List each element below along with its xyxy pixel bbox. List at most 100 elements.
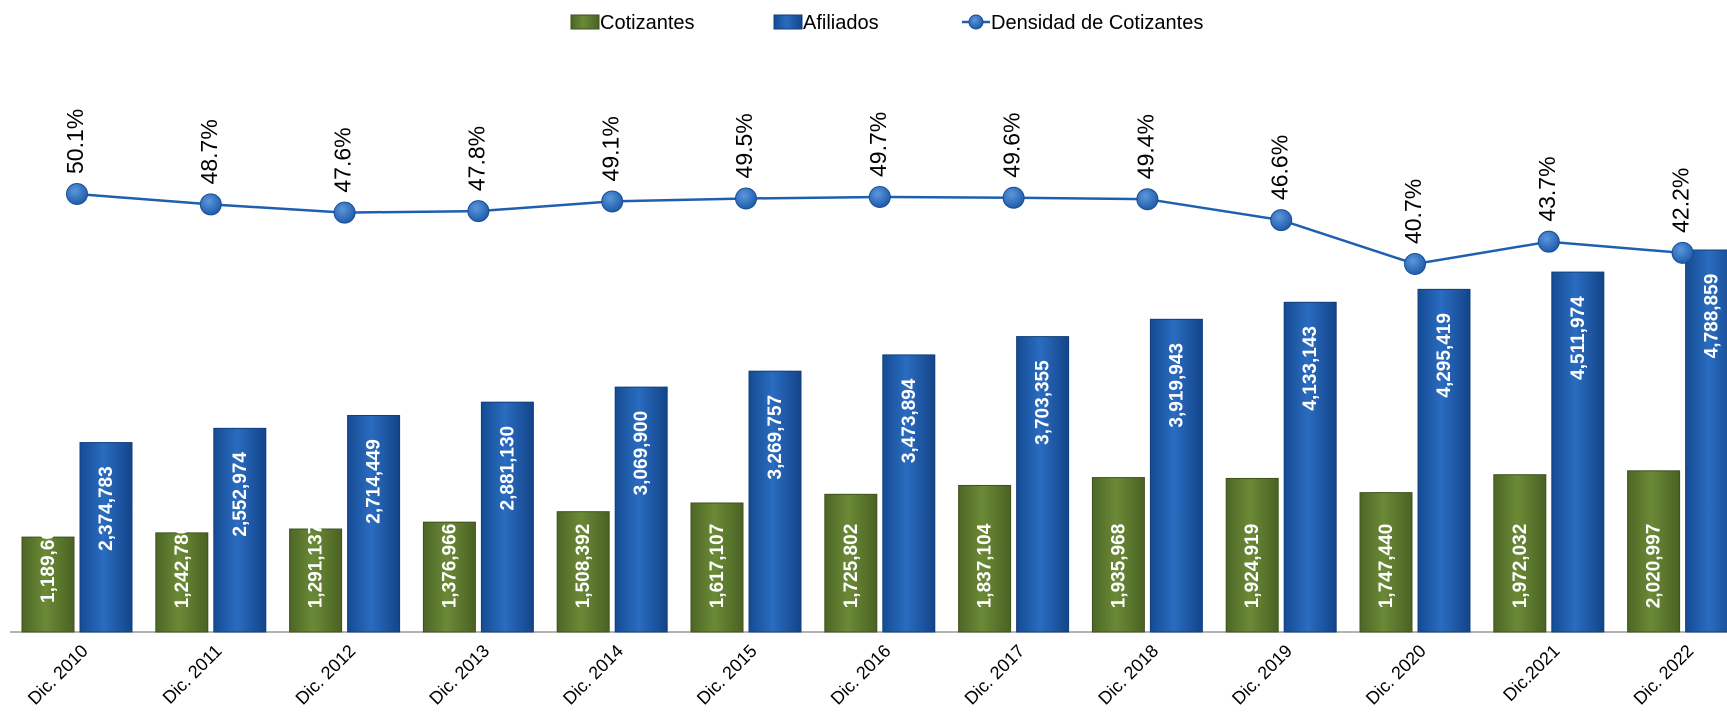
bar-label-afiliados: 4,133,143 — [1300, 326, 1321, 411]
bar-label-afiliados: 3,473,894 — [899, 378, 920, 463]
bar-label-afiliados: 3,919,943 — [1166, 343, 1187, 428]
bar-cotizantes — [1493, 474, 1547, 633]
bar-afiliados — [882, 354, 936, 633]
line-label-densidad: 46.6% — [1266, 135, 1292, 200]
bar-cotizantes — [824, 493, 878, 633]
bar-label-afiliados: 2,881,130 — [497, 426, 518, 511]
legend-label-cotizantes: Cotizantes — [600, 12, 695, 34]
bar-label-afiliados: 4,788,859 — [1702, 274, 1723, 359]
legend-swatch-cotizantes — [570, 14, 600, 30]
x-tick-label: Dic. 2016 — [827, 641, 895, 709]
bar-label-afiliados: 3,069,900 — [631, 411, 652, 496]
bar-afiliados — [1149, 318, 1203, 633]
bar-cotizantes — [21, 536, 75, 633]
x-tick-label: Dic. 2013 — [425, 641, 493, 709]
x-tick-label: Dic. 2017 — [961, 641, 1029, 709]
legend-item-cotizantes: Cotizantes — [570, 12, 695, 34]
marker-densidad — [1270, 209, 1293, 232]
bar-afiliados — [79, 442, 133, 633]
bar-label-cotizantes: 1,935,968 — [1108, 524, 1129, 609]
marker-densidad — [1671, 241, 1694, 264]
marker-densidad — [333, 201, 356, 224]
bar-cotizantes — [958, 484, 1012, 633]
x-tick-label: Dic. 2019 — [1228, 641, 1296, 709]
marker-densidad — [467, 200, 490, 223]
bar-label-afiliados: 2,714,449 — [364, 439, 385, 524]
bar-cotizantes — [289, 528, 343, 633]
bar-label-cotizantes: 1,617,107 — [707, 524, 728, 609]
bar-cotizantes — [690, 502, 744, 633]
x-tick-label: Dic. 2022 — [1630, 641, 1698, 709]
bar-afiliados — [614, 386, 668, 633]
bar-cotizantes — [1091, 477, 1145, 633]
line-label-densidad: 49.6% — [999, 113, 1025, 178]
marker-densidad — [1002, 186, 1025, 209]
bar-label-cotizantes: 1,924,919 — [1242, 524, 1263, 609]
line-label-densidad: 47.6% — [330, 127, 356, 192]
line-label-densidad: 49.5% — [731, 113, 757, 178]
line-label-densidad: 43.7% — [1534, 156, 1560, 221]
bar-cotizantes — [155, 532, 209, 633]
line-label-densidad: 49.7% — [865, 112, 891, 177]
marker-densidad — [868, 185, 891, 208]
bar-label-cotizantes: 2,020,997 — [1644, 524, 1665, 609]
legend-label-afiliados: Afiliados — [803, 12, 879, 34]
bar-label-afiliados: 3,269,757 — [765, 395, 786, 480]
marker-densidad — [1537, 230, 1560, 253]
x-tick-label: Dic. 2011 — [159, 641, 226, 708]
line-label-densidad: 50.1% — [62, 109, 88, 174]
legend-item-afiliados: Afiliados — [773, 12, 879, 34]
bar-cotizantes — [1627, 470, 1681, 633]
bar-cotizantes — [422, 521, 476, 633]
marker-densidad — [1136, 188, 1159, 211]
bar-label-cotizantes: 1,376,966 — [439, 524, 460, 609]
line-label-densidad: 49.1% — [597, 116, 623, 181]
marker-densidad — [199, 193, 222, 216]
bar-label-cotizantes: 1,189,60 — [38, 529, 59, 603]
x-tick-label: Dic. 2010 — [24, 641, 92, 709]
bar-cotizantes — [1225, 477, 1279, 633]
bar-afiliados — [1016, 336, 1070, 633]
bar-label-cotizantes: 1,291,137 — [306, 524, 327, 609]
bar-label-afiliados: 4,295,419 — [1434, 313, 1455, 398]
marker-densidad — [1404, 253, 1426, 276]
marker-densidad — [601, 190, 624, 213]
marker-densidad — [66, 183, 88, 205]
bar-label-cotizantes: 1,725,802 — [841, 524, 862, 609]
bar-label-cotizantes: 1,837,104 — [975, 523, 996, 608]
x-tick-label: Dic.2021 — [1499, 641, 1563, 705]
x-tick-label: Dic. 2015 — [693, 641, 761, 709]
line-label-densidad: 47.8% — [463, 126, 489, 191]
x-tick-label: Dic. 2014 — [559, 641, 627, 709]
bar-afiliados — [1551, 271, 1605, 633]
plot-area: 1,189,60 2,374,783 Dic. 2010 1,242,780 2,552… — [10, 109, 1727, 709]
line-label-densidad: 49.4% — [1132, 114, 1158, 179]
legend-label-densidad: Densidad de Cotizantes — [991, 12, 1203, 34]
line-label-densidad: 42.2% — [1668, 168, 1694, 233]
line-label-densidad: 40.7% — [1400, 179, 1426, 244]
bar-label-afiliados: 2,374,783 — [96, 466, 117, 551]
bar-afiliados — [1283, 301, 1337, 633]
legend-marker-densidad — [968, 14, 984, 30]
line-label-densidad: 48.7% — [196, 119, 222, 184]
bar-label-cotizantes: 1,242,780 — [172, 524, 193, 609]
bar-label-afiliados: 3,703,355 — [1033, 360, 1054, 445]
x-tick-label: Dic. 2018 — [1094, 641, 1162, 709]
bar-afiliados — [347, 414, 401, 633]
legend-swatch-afiliados — [773, 14, 803, 30]
x-tick-label: Dic. 2020 — [1362, 641, 1430, 709]
bar-afiliados — [1417, 288, 1471, 633]
bar-afiliados — [480, 401, 534, 633]
marker-densidad — [735, 187, 757, 210]
bar-afiliados — [213, 427, 267, 633]
bar-label-cotizantes: 1,508,392 — [573, 524, 594, 609]
bar-label-afiliados: 2,552,974 — [230, 452, 251, 537]
x-tick-label: Dic. 2012 — [292, 641, 360, 709]
bar-cotizantes — [556, 511, 610, 633]
bar-afiliados — [748, 370, 802, 633]
bar-afiliados — [1685, 249, 1727, 633]
bar-label-cotizantes: 1,747,440 — [1376, 524, 1397, 609]
bar-label-afiliados: 4,511,974 — [1568, 296, 1589, 380]
legend: Cotizantes Afiliados Densidad de Cotizan… — [570, 12, 1203, 34]
